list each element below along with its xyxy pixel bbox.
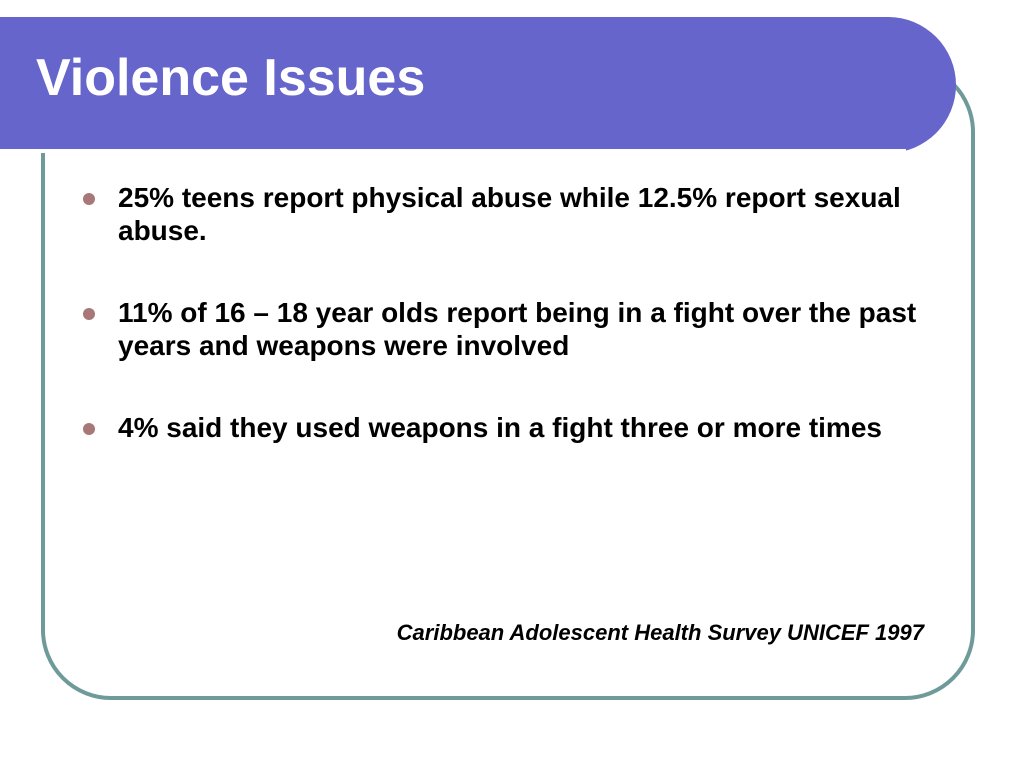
content-frame: [41, 62, 975, 700]
bullet-text: 11% of 16 – 18 year olds report being in…: [118, 297, 917, 361]
title-underline: [0, 149, 906, 153]
bullet-item-fight: 11% of 16 – 18 year olds report being in…: [83, 296, 918, 362]
source-citation: Caribbean Adolescent Health Survey UNICE…: [396, 620, 924, 645]
bullet-item-weapons: 4% said they used weapons in a fight thr…: [83, 411, 918, 444]
bullet-dot-icon: [83, 193, 95, 205]
bullet-list: 25% teens report physical abuse while 12…: [83, 181, 918, 493]
bullet-text: 4% said they used weapons in a fight thr…: [118, 412, 882, 443]
bullet-item-physical-abuse: 25% teens report physical abuse while 12…: [83, 181, 918, 247]
title-bar: [0, 17, 956, 153]
slide-title: Violence Issues: [36, 49, 426, 107]
bullet-dot-icon: [83, 423, 95, 435]
bullet-text: 25% teens report physical abuse while 12…: [118, 182, 901, 246]
bullet-dot-icon: [83, 308, 95, 320]
